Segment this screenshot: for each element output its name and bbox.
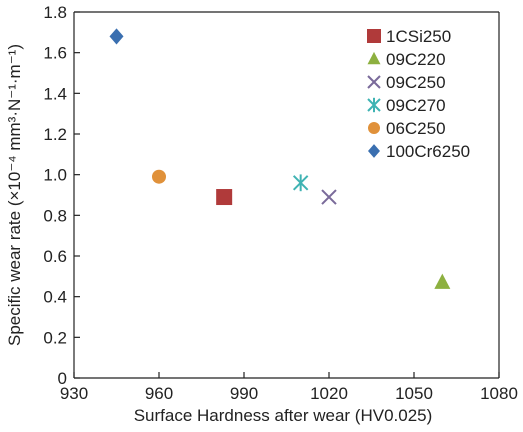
circle-marker	[152, 169, 166, 184]
y-tick-label: 1.0	[43, 166, 67, 185]
y-tick-label: 1.8	[43, 3, 67, 22]
x-marker-stroke	[367, 75, 381, 89]
y-ticks: 0 0.2 0.4 0.6 0.8 1.0 1.2 1.4 1.6 1.8	[43, 3, 80, 388]
y-tick-label: 0.4	[43, 288, 67, 307]
legend-label: 09C220	[386, 50, 446, 69]
x-tick-label: 990	[230, 384, 258, 403]
y-tick-label: 0.6	[43, 247, 67, 266]
x-ticks: 930 960 990 1020 1050 1080	[60, 372, 518, 403]
data-point-09c270	[292, 174, 309, 192]
square-marker	[367, 29, 381, 43]
data-point-100cr6250	[109, 28, 124, 45]
y-tick-label: 1.6	[43, 44, 67, 63]
y-tick-label: 0.8	[43, 206, 67, 225]
legend-marker-06c250	[368, 122, 380, 134]
y-tick-label: 1.4	[43, 84, 67, 103]
square-marker	[216, 189, 233, 206]
y-tick-label: 1.2	[43, 125, 67, 144]
y-axis-title: Specific wear rate (×10⁻⁴ mm³·N⁻¹·m⁻¹)	[5, 44, 24, 346]
data-point-09c220	[434, 273, 451, 289]
triangle-marker	[434, 273, 451, 289]
legend: 1CSi250 09C220 09C250 09C270 06C250 100Cr6250	[367, 27, 470, 161]
data-point-1csi250	[216, 189, 233, 206]
legend-label: 09C250	[386, 73, 446, 92]
data-point-09c250	[321, 189, 337, 205]
axes	[73, 11, 500, 379]
x-tick-label: 960	[145, 384, 173, 403]
x-marker-stroke	[321, 189, 337, 205]
y-tick-label: 0.2	[43, 328, 67, 347]
data-point-06c250	[152, 169, 166, 184]
diamond-marker	[368, 144, 380, 158]
x-tick-label: 1020	[310, 384, 348, 403]
legend-marker-100cr6250	[368, 144, 380, 158]
x-tick-label: 1050	[395, 384, 433, 403]
x-tick-label: 1080	[480, 384, 518, 403]
y-tick-label: 0	[58, 369, 67, 388]
data-points	[109, 28, 451, 289]
legend-label: 1CSi250	[386, 27, 451, 46]
triangle-marker	[367, 51, 381, 65]
circle-marker	[368, 122, 380, 134]
diamond-marker	[109, 28, 124, 45]
x-tick-label: 930	[60, 384, 88, 403]
legend-marker-09c270	[367, 97, 381, 113]
legend-marker-1csi250	[367, 29, 381, 43]
legend-label: 09C270	[386, 96, 446, 115]
legend-marker-09c250	[367, 75, 381, 89]
x-axis-title: Surface Hardness after wear (HV0.025)	[134, 406, 433, 425]
legend-label: 100Cr6250	[386, 142, 470, 161]
legend-marker-09c220	[367, 51, 381, 65]
legend-label: 06C250	[386, 119, 446, 138]
